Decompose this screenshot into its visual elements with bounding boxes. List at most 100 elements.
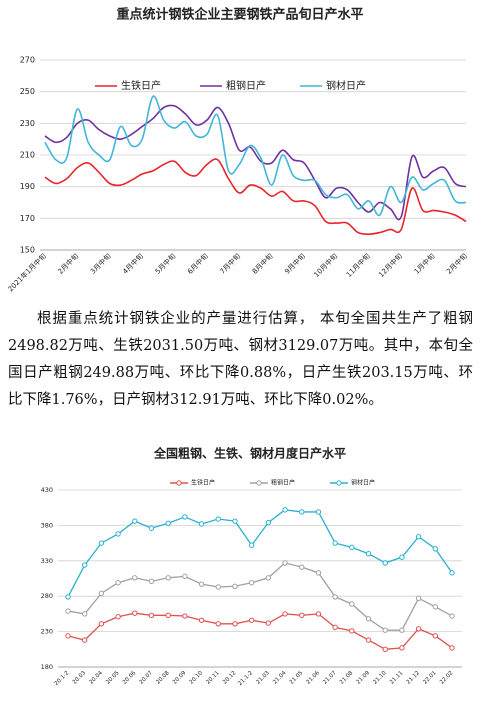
point: [98, 540, 105, 546]
point: [81, 611, 88, 617]
legend-label: 生铁日产: [191, 479, 215, 487]
point: [65, 594, 71, 600]
y-tick-label: 180: [41, 663, 53, 671]
x-tick-label: 11月中旬: [344, 251, 372, 279]
x-tick-label: 20.04: [88, 670, 104, 686]
point: [232, 621, 238, 627]
point: [232, 583, 238, 589]
y-tick-label: 280: [41, 592, 53, 600]
point: [198, 521, 205, 527]
point: [365, 616, 372, 622]
point: [282, 611, 288, 617]
point: [315, 570, 322, 576]
point: [115, 580, 121, 586]
series-line: [44, 104, 467, 221]
x-tick-label: 20.07: [139, 670, 155, 686]
point: [165, 575, 171, 581]
point: [432, 604, 439, 610]
x-tick-label: 8月中旬: [250, 251, 274, 275]
point: [215, 621, 221, 627]
point: [432, 546, 439, 552]
point: [432, 633, 439, 639]
point: [198, 617, 205, 623]
point: [382, 560, 388, 566]
x-tick-label: 21.07: [322, 670, 338, 686]
y-tick-label: 210: [20, 151, 35, 160]
point: [382, 646, 388, 653]
paragraph: 根据重点统计钢铁企业的产量进行估算， 本旬全国共生产了粗钢2498.82万吨、生…: [8, 311, 473, 408]
x-tick-label: 5月中旬: [153, 251, 177, 275]
x-tick-label: 21.05: [289, 670, 305, 686]
legend-label: 粗钢日产: [271, 479, 295, 487]
point: [315, 611, 322, 617]
point: [248, 580, 255, 586]
x-tick-label: 20.05: [105, 670, 121, 686]
x-tick-label: 21.11: [389, 670, 404, 685]
y-tick-label: 330: [41, 557, 53, 565]
point: [382, 627, 388, 633]
chart: 重点统计钢铁企业主要钢铁产品旬日产水平 150 170 190 210 230 250 27…: [6, 7, 469, 294]
series-line: [67, 562, 453, 631]
x-tick-label: 2月中旬: [444, 251, 468, 275]
point: [449, 645, 455, 651]
x-tick-label: 1月中旬: [412, 251, 436, 275]
x-tick-label: 21.1-2: [237, 670, 254, 687]
legend-marker: [336, 480, 342, 486]
x-tick-label: 21.10: [372, 670, 388, 686]
x-tick-label: 21.08: [339, 670, 355, 686]
point: [415, 534, 422, 540]
y-tick-label: 430: [41, 486, 53, 494]
point: [332, 624, 338, 631]
point: [365, 637, 372, 643]
y-tick-label: 190: [20, 182, 35, 191]
x-tick-label: 20.03: [72, 670, 88, 686]
point: [349, 601, 355, 607]
x-tick-label: 9月中旬: [283, 251, 307, 275]
x-tick-label: 21.04: [272, 670, 288, 686]
legend-label: 钢材日产: [326, 79, 366, 92]
legend-label: 钢材日产: [351, 479, 375, 487]
series-line: [67, 509, 453, 598]
legend-marker: [256, 480, 262, 486]
point: [165, 612, 171, 619]
x-tick-label: 20.06: [122, 670, 138, 686]
chart-title: 重点统计钢铁企业主要钢铁产品旬日产水平: [116, 7, 363, 23]
point: [81, 637, 88, 643]
x-tick-label: 21.06: [306, 670, 322, 686]
x-tick-label: 20.1-2: [54, 670, 71, 687]
y-tick-label: 230: [20, 119, 35, 128]
point: [265, 620, 272, 626]
point: [399, 627, 405, 633]
point: [182, 613, 188, 619]
x-tick-label: 21.03: [255, 670, 271, 686]
y-tick-label: 250: [20, 87, 35, 96]
point: [232, 518, 238, 524]
point: [148, 612, 155, 619]
x-tick-label: 3月中旬: [88, 251, 112, 275]
point: [148, 578, 155, 585]
point: [98, 621, 105, 627]
x-tick-label: 6月中旬: [185, 251, 209, 275]
point: [248, 542, 255, 548]
y-tick-label: 150: [20, 246, 35, 255]
point: [299, 564, 305, 570]
x-tick-label: 20.11: [205, 670, 220, 685]
point: [265, 519, 272, 526]
x-tick-label: 20.09: [172, 670, 188, 686]
point: [148, 525, 155, 531]
point: [182, 514, 188, 520]
point: [215, 516, 221, 522]
point: [65, 633, 71, 639]
series-line: [67, 612, 453, 650]
point: [299, 612, 305, 619]
point: [299, 509, 305, 515]
point: [182, 573, 188, 580]
point: [349, 628, 355, 634]
point: [449, 613, 455, 619]
x-tick-label: 4月中旬: [121, 251, 145, 275]
point: [132, 610, 138, 616]
chart-title: 全国粗钢、生铁、钢材月度日产水平: [153, 446, 346, 461]
point: [449, 570, 455, 576]
point: [81, 562, 88, 568]
